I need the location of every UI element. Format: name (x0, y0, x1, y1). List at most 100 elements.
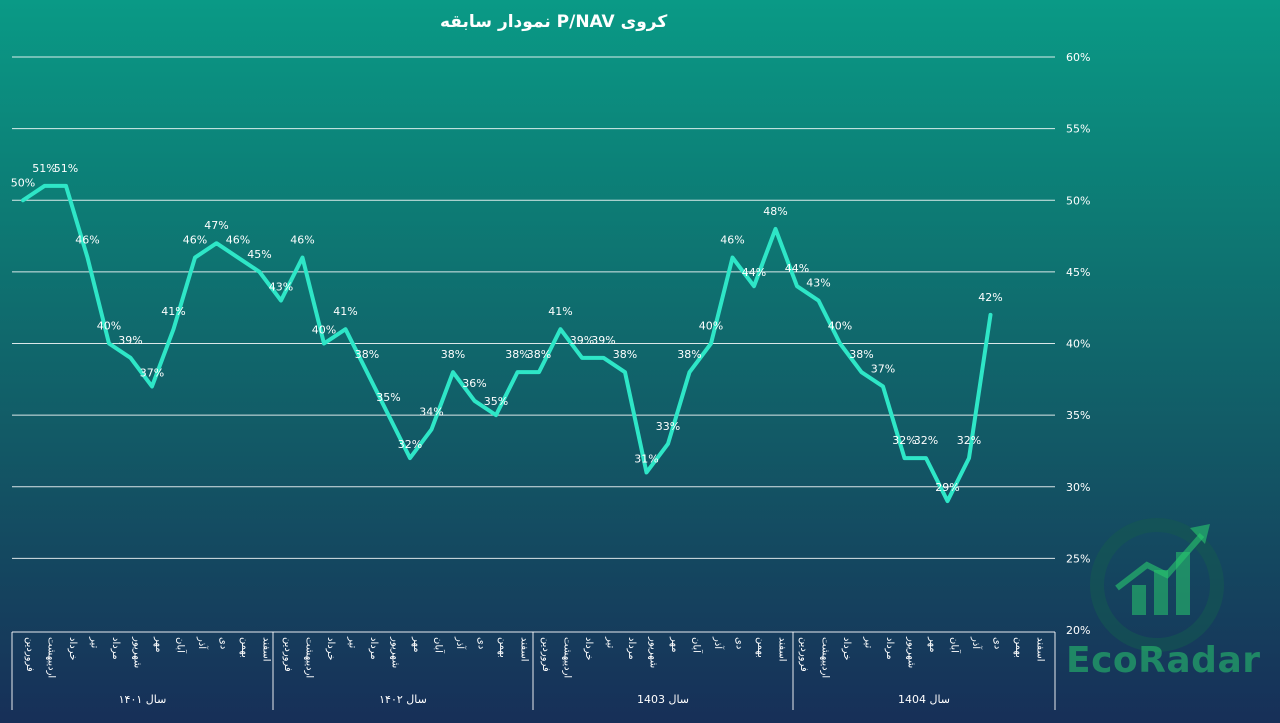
year-label: سال 1403 (637, 693, 689, 706)
data-label: 51% (32, 162, 56, 175)
month-tick-label: مهر (669, 636, 680, 652)
month-tick-label: اردیبهشت (820, 637, 831, 678)
data-label: 33% (656, 420, 680, 433)
month-tick-label: شهریور (132, 636, 143, 668)
data-label: 46% (75, 234, 99, 247)
year-label: سال 1404 (898, 693, 950, 706)
data-label: 46% (290, 234, 314, 247)
month-tick-label: فروردین (282, 637, 293, 672)
month-tick-label: مرداد (110, 637, 121, 660)
month-tick-label: دی (992, 637, 1003, 649)
data-label: 43% (806, 277, 830, 290)
month-tick-label: آبان (433, 637, 446, 654)
y-tick-label: 45% (1066, 266, 1090, 279)
data-label: 32% (398, 438, 422, 451)
month-tick-label: اردیبهشت (304, 637, 315, 678)
month-tick-label: دی (476, 637, 487, 649)
month-tick-label: اردیبهشت (46, 637, 57, 678)
year-label: سال ۱۴۰۱ (119, 693, 167, 706)
month-tick-label: بهمن (239, 637, 250, 658)
month-tick-label: آذر (712, 636, 725, 650)
month-tick-label: خرداد (841, 637, 852, 660)
month-tick-label: تیر (605, 636, 616, 649)
month-tick-label: خرداد (67, 637, 78, 660)
data-label: 41% (548, 305, 572, 318)
watermark-text: EcoRadar (1066, 640, 1261, 681)
month-tick-label: آذر (454, 636, 467, 650)
month-tick-label: تیر (347, 636, 358, 649)
month-tick-label: شهریور (390, 636, 401, 668)
y-tick-label: 20% (1066, 624, 1090, 637)
data-label: 31% (634, 452, 658, 465)
month-tick-label: شهریور (648, 636, 659, 668)
data-label: 43% (269, 281, 293, 294)
data-label: 41% (333, 305, 357, 318)
year-label: سال ۱۴۰۲ (379, 693, 427, 706)
y-tick-label: 55% (1066, 123, 1090, 136)
month-tick-label: آذر (196, 636, 209, 650)
month-tick-label: فروردین (24, 637, 35, 672)
data-label: 41% (161, 305, 185, 318)
month-tick-label: اسفند (261, 637, 272, 661)
month-tick-label: خرداد (583, 637, 594, 660)
month-tick-label: مهر (927, 636, 938, 652)
month-tick-label: آبان (691, 637, 704, 654)
data-label: 44% (742, 266, 766, 279)
month-tick-label: اسفند (519, 637, 530, 661)
month-tick-label: اسفند (777, 637, 788, 661)
data-label: 37% (871, 362, 895, 375)
month-tick-label: مهر (411, 636, 422, 652)
data-label: 48% (763, 205, 787, 218)
data-label: 35% (484, 395, 508, 408)
month-tick-label: آبان (175, 637, 188, 654)
month-tick-label: فروردین (540, 637, 551, 672)
data-label: 39% (118, 334, 142, 347)
month-tick-label: دی (218, 637, 229, 649)
y-tick-label: 25% (1066, 552, 1090, 565)
month-tick-label: مرداد (884, 637, 895, 660)
data-label: 40% (312, 324, 336, 337)
month-tick-label: تیر (863, 636, 874, 649)
y-tick-label: 60% (1066, 51, 1090, 64)
data-label: 40% (699, 320, 723, 333)
month-tick-label: اردیبهشت (562, 637, 573, 678)
data-label: 40% (828, 320, 852, 333)
rising-chart-logo-icon (1090, 518, 1224, 652)
data-label: 46% (720, 234, 744, 247)
y-tick-label: 40% (1066, 338, 1090, 351)
month-tick-label: بهمن (1013, 637, 1024, 658)
data-label: 38% (849, 348, 873, 361)
month-tick-label: شهریور (906, 636, 917, 668)
month-tick-label: خرداد (325, 637, 336, 660)
month-tick-label: بهمن (497, 637, 508, 658)
data-label: 32% (914, 434, 938, 447)
data-label: 44% (785, 262, 809, 275)
data-label: 38% (355, 348, 379, 361)
data-label: 38% (505, 348, 529, 361)
month-tick-label: اسفند (1035, 637, 1046, 661)
data-label: 32% (957, 434, 981, 447)
data-label: 50% (11, 176, 35, 189)
y-tick-label: 50% (1066, 194, 1090, 207)
series-line (21, 183, 993, 504)
data-label: 36% (462, 377, 486, 390)
data-label: 51% (54, 162, 78, 175)
data-label: 38% (613, 348, 637, 361)
y-tick-label: 30% (1066, 481, 1090, 494)
data-label: 38% (441, 348, 465, 361)
data-label: 38% (677, 348, 701, 361)
data-label: 38% (527, 348, 551, 361)
month-tick-label: تیر (89, 636, 100, 649)
month-tick-label: فروردین (798, 637, 809, 672)
data-label: 29% (935, 481, 959, 494)
month-tick-label: آبان (949, 637, 962, 654)
month-tick-label: دی (734, 637, 745, 649)
data-label: 45% (247, 248, 271, 261)
data-label: 39% (570, 334, 594, 347)
data-label: 32% (892, 434, 916, 447)
month-tick-label: بهمن (755, 637, 766, 658)
y-tick-label: 35% (1066, 409, 1090, 422)
data-label: 47% (204, 219, 228, 232)
month-tick-label: مهر (153, 636, 164, 652)
